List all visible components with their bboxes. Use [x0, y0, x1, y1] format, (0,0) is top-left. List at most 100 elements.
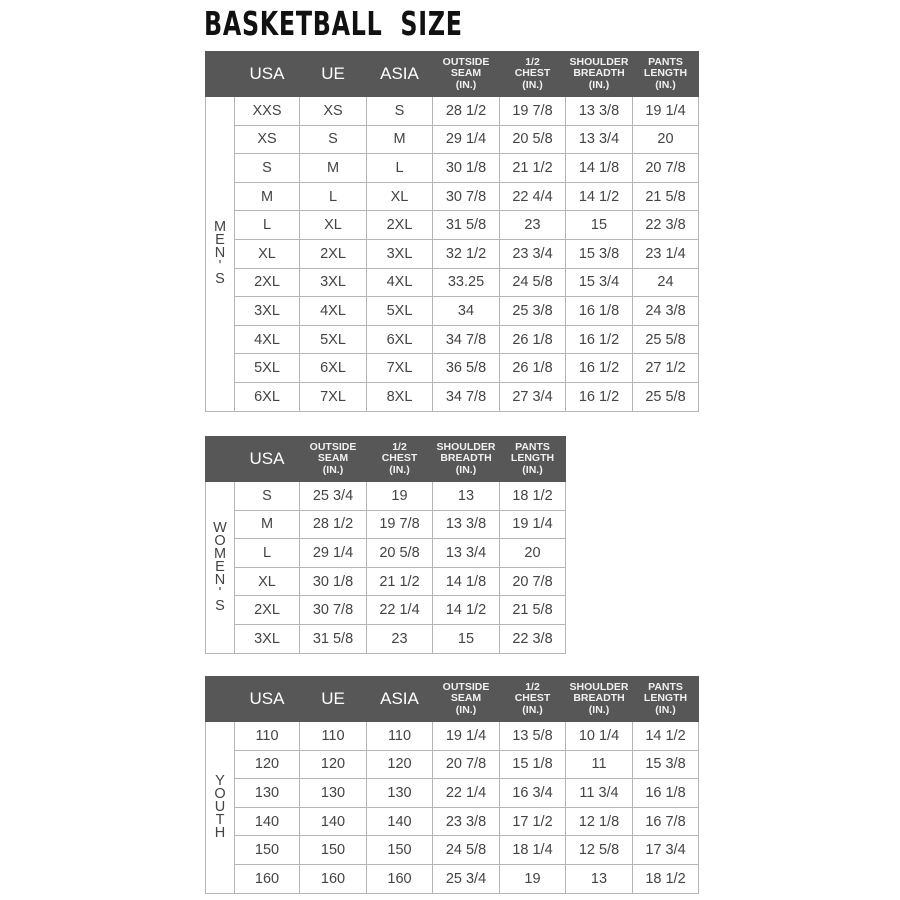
column-header: SHOULDER BREADTH (IN.)	[565, 676, 633, 722]
table-cell: 5XL	[234, 353, 300, 383]
table-cell: L	[234, 538, 300, 568]
table-cell: 8XL	[366, 381, 433, 412]
table-cell: 13	[432, 481, 500, 511]
table-cell: 31 5/8	[299, 623, 367, 654]
column-header: SHOULDER BREADTH (IN.)	[565, 51, 633, 97]
table-row: S M L 30 1/8 21 1/2 14 1/8 20 7/8	[206, 153, 699, 183]
table-cell: 25 3/4	[432, 863, 500, 894]
table-cell: S	[366, 96, 433, 126]
table-cell: 34	[432, 296, 500, 326]
table-cell: 13 3/8	[565, 96, 633, 126]
table-cell: 130	[299, 778, 367, 808]
table-row: XL 2XL 3XL 32 1/2 23 3/4 15 3/8 23 1/4	[206, 238, 699, 269]
table-cell: S	[299, 124, 367, 155]
table-cell: 21 1/2	[499, 153, 566, 183]
table-cell: 20 5/8	[499, 124, 566, 155]
table-cell: 24 5/8	[432, 835, 500, 865]
table-cell: 140	[234, 806, 300, 837]
table-row: L 29 1/4 20 5/8 13 3/4 20	[206, 538, 566, 568]
column-header: USA	[234, 676, 300, 722]
table-cell: M	[299, 153, 367, 183]
table-row: 160 160 160 25 3/4 19 13 18 1/2	[206, 863, 699, 894]
table-cell: 120	[299, 749, 367, 780]
table-row: 4XL 5XL 6XL 34 7/8 26 1/8 16 1/2 25 5/8	[206, 324, 699, 355]
table-row: 130 130 130 22 1/4 16 3/4 11 3/4 16 1/8	[206, 778, 699, 808]
table-cell: 24 5/8	[499, 267, 566, 298]
mens-size-table: USA UE ASIA OUTSIDE SEAM (IN.) 1/2 CHEST (IN…	[205, 51, 699, 412]
header-row: USA UE ASIA OUTSIDE SEAM (IN.) 1/2 CHEST (IN…	[205, 676, 699, 722]
table-cell: L	[366, 153, 433, 183]
table-row: 2XL 30 7/8 22 1/4 14 1/2 21 5/8	[206, 595, 566, 625]
table-row: 6XL 7XL 8XL 34 7/8 27 3/4 16 1/2 25 5/8	[206, 381, 699, 412]
table-cell: 26 1/8	[499, 353, 566, 383]
table-cell: 22 3/8	[499, 623, 566, 654]
table-cell: 23 1/4	[632, 238, 699, 269]
table-cell: 18 1/2	[632, 863, 699, 894]
header-corner	[205, 676, 235, 722]
column-header: UE	[299, 51, 367, 97]
table-cell: 14 1/2	[432, 595, 500, 625]
table-cell: 4XL	[234, 324, 300, 355]
table-row: 120 120 120 20 7/8 15 1/8 11 15 3/8	[206, 749, 699, 780]
table-cell: 19 7/8	[366, 509, 433, 540]
table-cell: 22 4/4	[499, 181, 566, 212]
table-cell: 6XL	[234, 381, 300, 412]
table-cell: 16 7/8	[632, 806, 699, 837]
column-header: SHOULDER BREADTH (IN.)	[432, 436, 500, 482]
table-cell: 140	[299, 806, 367, 837]
table-row: 2XL 3XL 4XL 33.25 24 5/8 15 3/4 24	[206, 267, 699, 298]
table-cell: 160	[234, 863, 300, 894]
table-cell: 23	[499, 210, 566, 240]
table-cell: 19 1/4	[432, 721, 500, 751]
table-cell: 3XL	[234, 623, 300, 654]
header-corner	[205, 51, 235, 97]
header-corner	[205, 436, 235, 482]
table-cell: 110	[366, 721, 433, 751]
table-cell: 16 1/8	[565, 296, 633, 326]
table-row: 3XL 4XL 5XL 34 25 3/8 16 1/8 24 3/8	[206, 296, 699, 326]
table-cell: 160	[299, 863, 367, 894]
table-cell: 2XL	[299, 238, 367, 269]
table-cell: 18 1/2	[499, 481, 566, 511]
table-cell: 4XL	[299, 296, 367, 326]
table-cell: 22 1/4	[366, 595, 433, 625]
table-cell: 110	[299, 721, 367, 751]
table-cell: 11 3/4	[565, 778, 633, 808]
table-row: MEN'S XXS XS S 28 1/2 19 7/8 13 3/8 19 1/4	[205, 96, 699, 412]
table-cell: M	[234, 181, 300, 212]
table-cell: 17 1/2	[499, 806, 566, 837]
table-cell: 36 5/8	[432, 353, 500, 383]
table-cell: 5XL	[299, 324, 367, 355]
category-label: WOMEN'S	[212, 519, 228, 611]
table-cell: 11	[565, 749, 633, 780]
table-row: M L XL 30 7/8 22 4/4 14 1/2 21 5/8	[206, 181, 699, 212]
table-cell: S	[234, 153, 300, 183]
column-header: PANTS LENGTH (IN.)	[632, 676, 699, 722]
table-cell: 15 3/4	[565, 267, 633, 298]
table-cell: 29 1/4	[432, 124, 500, 155]
table-cell: 29 1/4	[299, 538, 367, 568]
column-header: 1/2 CHEST (IN.)	[499, 676, 566, 722]
table-cell: 3XL	[299, 267, 367, 298]
table-row: M 28 1/2 19 7/8 13 3/8 19 1/4	[206, 509, 566, 540]
table-cell: L	[299, 181, 367, 212]
column-header: PANTS LENGTH (IN.)	[499, 436, 566, 482]
table-cell: 25 3/4	[299, 481, 367, 511]
column-header: USA	[234, 436, 300, 482]
category-cell: WOMEN'S	[205, 481, 235, 654]
table-cell: 20 7/8	[432, 749, 500, 780]
table-cell: 150	[299, 835, 367, 865]
table-cell: 13 3/8	[432, 509, 500, 540]
column-header: ASIA	[366, 676, 433, 722]
table-cell: 34 7/8	[432, 324, 500, 355]
table-cell: 7XL	[366, 353, 433, 383]
column-header: UE	[299, 676, 367, 722]
table-cell: 19 1/4	[632, 96, 699, 126]
table-cell: 13 3/4	[565, 124, 633, 155]
table-cell: S	[234, 481, 300, 511]
table-cell: 12 5/8	[565, 835, 633, 865]
table-cell: 15 1/8	[499, 749, 566, 780]
table-cell: 19 7/8	[499, 96, 566, 126]
table-row: WOMEN'S S 25 3/4 19 13 18 1/2	[205, 481, 566, 654]
table-cell: 20 5/8	[366, 538, 433, 568]
